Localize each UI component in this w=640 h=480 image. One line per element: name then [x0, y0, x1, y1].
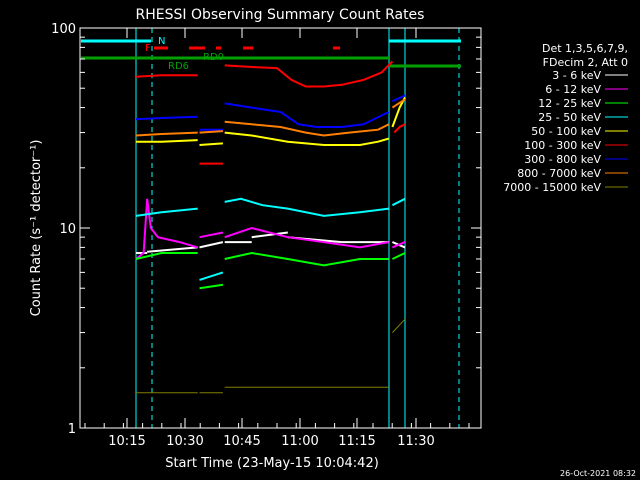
legend-label-4: 50 - 100 keV [531, 125, 601, 138]
plot-group: NF RD6 RD0 1 10 100 10:15 10:30 10:45 11:00 11:15 1… [51, 22, 481, 449]
series-7-segment-0 [135, 131, 198, 137]
y-tick-label-10: 10 [59, 222, 76, 237]
series-3-segment-1 [199, 271, 224, 281]
series-5-segment-0 [135, 74, 198, 78]
legend-label-5: 100 - 300 keV [524, 139, 601, 152]
legend-label-2: 12 - 25 keV [538, 97, 601, 110]
series-2-segment-0 [135, 252, 198, 260]
x-tick-label-1: 10:30 [166, 434, 203, 449]
series-6-segment-0 [135, 115, 198, 121]
flag-label-rd0: RD0 [203, 52, 224, 63]
series-1-segment-2 [224, 226, 389, 249]
series-5-segment-2 [224, 60, 394, 88]
series-7-segment-3 [391, 98, 406, 109]
series-0-segment-1 [147, 246, 198, 253]
x-tick-label-2: 10:45 [223, 434, 260, 449]
series-4-segment-0 [136, 139, 198, 143]
y-tick-label-100: 100 [51, 22, 76, 37]
x-tick-label-0: 10:15 [108, 434, 145, 449]
legend-label-1: 6 - 12 keV [545, 83, 601, 96]
series-5-segment-3 [393, 123, 406, 134]
series-4-segment-2 [224, 131, 390, 146]
legend-header-line-1: Det 1,3,5,6,7,9, [542, 42, 628, 55]
flag-label-f: F [145, 43, 151, 54]
y-tick-label-1: 1 [68, 422, 76, 437]
flag-label-n: N [158, 36, 165, 47]
legend-label-6: 300 - 800 keV [524, 153, 601, 166]
series-7-segment-2 [224, 120, 390, 137]
series-0-segment-2 [199, 241, 224, 249]
series-3-segment-2 [224, 197, 389, 217]
legend-label-8: 7000 - 15000 keV [503, 181, 601, 194]
series-1-segment-0 [135, 198, 198, 260]
flag-label-rd6: RD6 [168, 61, 189, 72]
series-8-segment-3 [392, 318, 406, 333]
legend-label-3: 25 - 50 keV [538, 111, 601, 124]
x-tick-label-4: 11:15 [338, 434, 375, 449]
series-1-segment-3 [392, 241, 406, 249]
series-4-segment-1 [199, 142, 223, 146]
x-tick-label-5: 11:30 [397, 434, 434, 449]
series-3-segment-0 [135, 207, 198, 217]
series-0-segment-4 [251, 231, 288, 239]
y-axis-label: Count Rate (s⁻¹ detector⁻¹) [29, 140, 44, 317]
timestamp: 26-Oct-2021 08:32 [560, 469, 636, 478]
series-1-segment-1 [199, 231, 224, 239]
series-6-segment-3 [391, 94, 406, 103]
plot-frame [79, 27, 482, 429]
series-2-segment-3 [391, 252, 406, 260]
x-axis-label: Start Time (23-May-15 10:04:42) [165, 456, 379, 471]
legend-label-7: 800 - 7000 keV [517, 167, 601, 180]
series-2-segment-2 [224, 251, 389, 267]
chart-title: RHESSI Observing Summary Count Rates [136, 7, 425, 23]
series-6-segment-2 [224, 102, 390, 128]
legend-header-line-2: FDecim 2, Att 0 [543, 56, 628, 69]
x-tick-label-3: 11:00 [281, 434, 318, 449]
series-3-segment-3 [391, 197, 406, 207]
legend-label-0: 3 - 6 keV [552, 69, 601, 82]
series-2-segment-1 [199, 283, 224, 290]
series-7-segment-1 [199, 130, 223, 134]
